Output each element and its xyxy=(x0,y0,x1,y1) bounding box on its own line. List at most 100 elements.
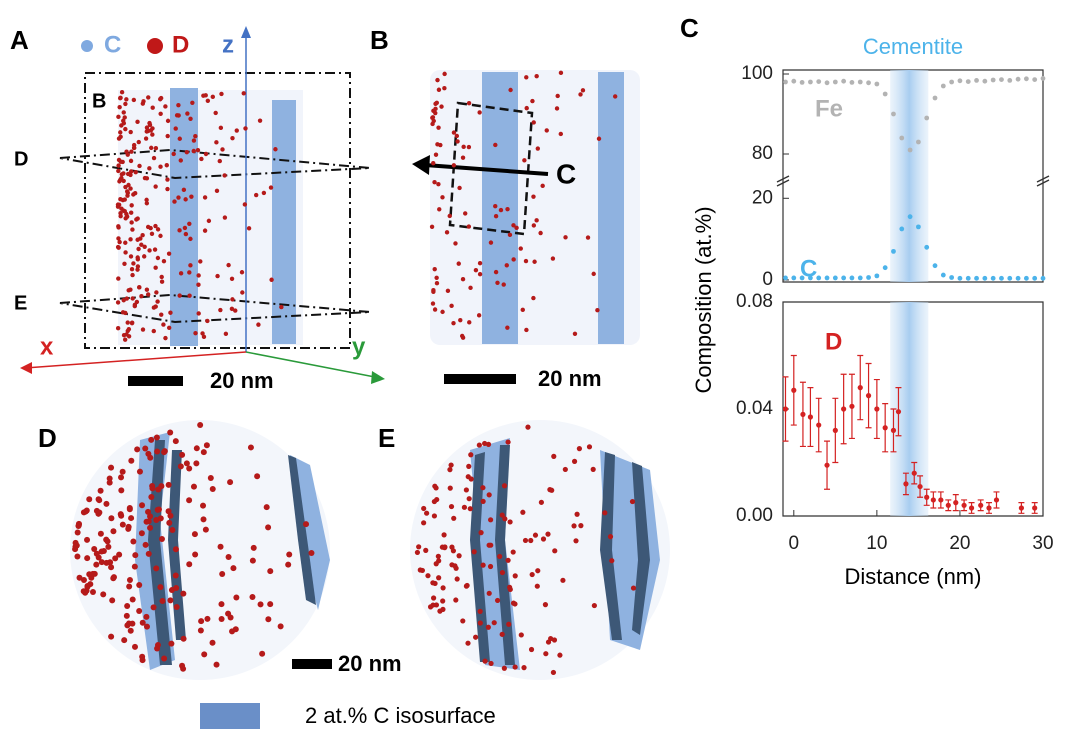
data-point xyxy=(808,275,813,281)
atom xyxy=(512,601,518,607)
atom xyxy=(454,133,460,139)
atom xyxy=(501,665,507,671)
atom xyxy=(173,603,180,610)
atom xyxy=(149,485,156,492)
atom xyxy=(154,448,161,455)
atom xyxy=(119,172,125,177)
atom xyxy=(531,120,536,125)
atom xyxy=(177,293,182,298)
atom xyxy=(161,449,168,456)
atom xyxy=(218,307,223,313)
atom xyxy=(127,627,134,634)
data-point xyxy=(824,275,830,281)
atom xyxy=(552,548,558,554)
atom xyxy=(143,613,150,620)
atom xyxy=(451,515,457,521)
atom xyxy=(499,512,505,518)
atom xyxy=(150,105,155,110)
atom xyxy=(123,612,130,619)
data-point xyxy=(932,95,938,101)
atom xyxy=(431,108,436,113)
atom xyxy=(447,467,453,473)
atom xyxy=(155,506,162,513)
dopant-atoms xyxy=(72,70,637,676)
atom xyxy=(151,328,156,334)
atom xyxy=(453,241,458,246)
atom xyxy=(129,620,136,627)
atom xyxy=(432,179,437,185)
atom xyxy=(200,449,207,456)
atom xyxy=(534,218,539,223)
atom xyxy=(187,221,192,226)
atom xyxy=(459,333,465,339)
data-point xyxy=(974,275,979,281)
atom xyxy=(243,126,248,131)
atom xyxy=(585,235,591,240)
data-point xyxy=(961,502,967,508)
x-axis xyxy=(24,351,247,369)
atom xyxy=(222,215,228,220)
y-tick-label: 80 xyxy=(752,143,773,164)
atom xyxy=(477,272,483,277)
data-point xyxy=(849,275,855,281)
atom xyxy=(257,601,264,608)
data-point xyxy=(968,505,975,511)
y-axis xyxy=(245,351,381,379)
atom xyxy=(256,322,261,327)
atom xyxy=(440,309,445,315)
atom xyxy=(123,250,128,255)
atom xyxy=(91,546,98,553)
atom xyxy=(161,655,168,662)
atom xyxy=(199,156,204,162)
atom xyxy=(482,658,488,664)
atom xyxy=(117,511,124,518)
atom xyxy=(209,486,216,493)
atom xyxy=(210,94,216,100)
atom xyxy=(135,264,141,269)
atom xyxy=(128,210,134,215)
atom xyxy=(573,538,579,544)
atom xyxy=(130,272,135,278)
atom xyxy=(129,203,134,208)
data-point xyxy=(1015,275,1021,281)
data-point xyxy=(824,462,830,468)
arrow-head xyxy=(241,26,251,38)
data-point xyxy=(978,502,984,508)
atom xyxy=(144,176,150,181)
atom xyxy=(128,515,135,522)
atom xyxy=(486,590,492,596)
atom xyxy=(118,213,123,219)
atom xyxy=(126,577,133,584)
legend-dot xyxy=(81,40,93,52)
atom xyxy=(218,615,225,622)
atom xyxy=(168,310,173,315)
atom xyxy=(184,149,190,155)
atom xyxy=(493,203,498,209)
atom xyxy=(129,220,134,225)
atom xyxy=(126,583,133,590)
atom xyxy=(591,271,596,277)
atom xyxy=(180,635,187,642)
atom xyxy=(142,445,149,452)
atom xyxy=(140,327,146,332)
atom xyxy=(451,163,457,168)
atom xyxy=(547,487,553,493)
data-point xyxy=(917,483,923,490)
atom xyxy=(123,310,128,316)
atom xyxy=(125,193,130,198)
atom xyxy=(441,532,447,538)
atom xyxy=(133,170,138,175)
atom xyxy=(116,157,122,163)
panel-label: A xyxy=(10,25,29,55)
atom xyxy=(504,263,509,268)
atom xyxy=(308,550,315,557)
atom xyxy=(518,246,523,251)
y-tick-label: 0.04 xyxy=(736,398,773,419)
atom xyxy=(230,135,235,141)
atom xyxy=(169,526,176,533)
atom xyxy=(115,244,121,250)
atom xyxy=(267,601,274,608)
atom xyxy=(116,114,121,120)
atom xyxy=(135,257,141,262)
atom xyxy=(557,652,563,658)
